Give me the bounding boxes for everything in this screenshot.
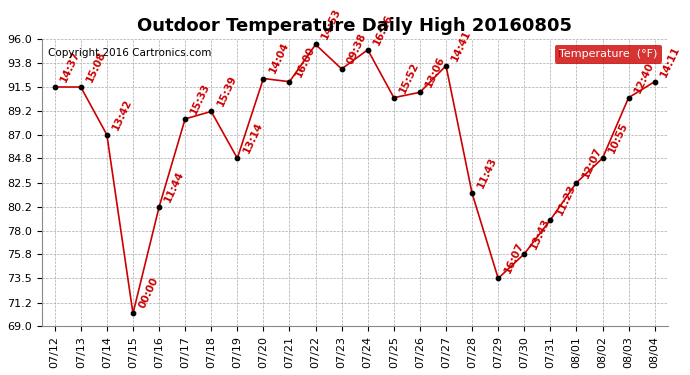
Point	[310, 42, 321, 48]
Point	[519, 251, 530, 257]
Point	[466, 190, 477, 196]
Point	[649, 79, 660, 85]
Point	[623, 94, 634, 100]
Point	[388, 94, 400, 100]
Point	[49, 84, 60, 90]
Text: 15:39: 15:39	[215, 74, 238, 108]
Text: 16:00: 16:00	[293, 44, 317, 78]
Legend: Temperature  (°F): Temperature (°F)	[555, 45, 662, 64]
Point	[179, 116, 190, 122]
Text: 09:38: 09:38	[346, 32, 368, 66]
Point	[128, 310, 139, 316]
Text: 14:11: 14:11	[659, 44, 682, 78]
Text: 00:00: 00:00	[137, 276, 160, 310]
Text: 11:44: 11:44	[163, 170, 186, 204]
Text: 13:14: 13:14	[241, 121, 264, 155]
Text: 15:08: 15:08	[85, 50, 108, 84]
Point	[545, 217, 556, 223]
Text: 16:26: 16:26	[372, 12, 395, 46]
Point	[336, 66, 347, 72]
Text: 13:06: 13:06	[424, 55, 447, 89]
Text: 15:52: 15:52	[397, 60, 421, 94]
Text: 13:43: 13:43	[528, 216, 551, 251]
Text: 12:40: 12:40	[633, 60, 656, 94]
Point	[597, 155, 608, 161]
Point	[75, 84, 86, 90]
Text: 14:04: 14:04	[267, 41, 290, 75]
Point	[571, 180, 582, 186]
Text: 15:33: 15:33	[189, 81, 212, 116]
Text: 11:23: 11:23	[554, 183, 578, 217]
Text: 14:53: 14:53	[319, 7, 343, 41]
Text: Copyright 2016 Cartronics.com: Copyright 2016 Cartronics.com	[48, 48, 211, 58]
Text: 11:43: 11:43	[476, 156, 499, 190]
Point	[284, 79, 295, 85]
Point	[258, 75, 269, 81]
Text: 16:07: 16:07	[502, 241, 525, 275]
Point	[440, 63, 451, 69]
Point	[154, 204, 165, 210]
Point	[493, 275, 504, 281]
Text: 14:41: 14:41	[450, 28, 473, 63]
Title: Outdoor Temperature Daily High 20160805: Outdoor Temperature Daily High 20160805	[137, 17, 572, 35]
Point	[415, 89, 426, 95]
Point	[232, 155, 243, 161]
Point	[206, 108, 217, 114]
Text: 12:07: 12:07	[580, 145, 604, 180]
Text: 14:37: 14:37	[59, 50, 82, 84]
Text: 10:55: 10:55	[607, 121, 629, 155]
Text: 13:42: 13:42	[111, 97, 134, 132]
Point	[362, 47, 373, 53]
Point	[101, 132, 112, 138]
